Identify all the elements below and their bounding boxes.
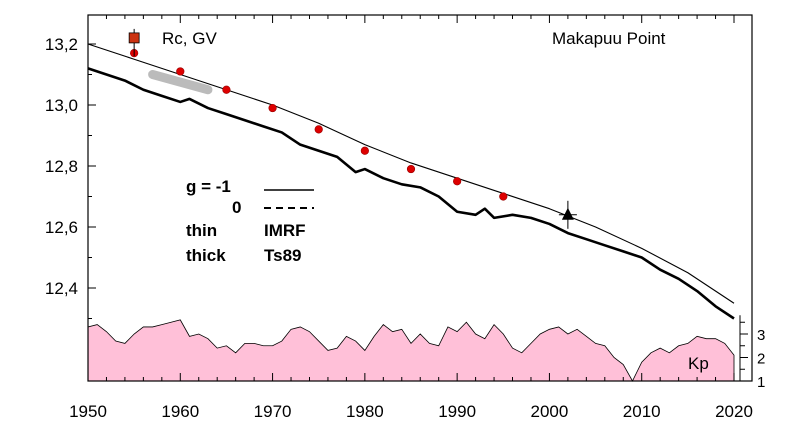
- legend-ts89: Ts89: [264, 246, 302, 265]
- rc-point: [453, 177, 462, 186]
- series-layer: [87, 43, 735, 320]
- legend-thick: thick: [186, 246, 226, 265]
- chart-title: Makapuu Point: [552, 29, 666, 48]
- x-tick-label: 1950: [69, 402, 107, 421]
- rc-point: [499, 192, 508, 201]
- kp-tick-label: 3: [757, 327, 765, 344]
- kp-tick-label: 2: [757, 351, 765, 368]
- x-tick-label: 2020: [715, 402, 753, 421]
- x-tick-label: 1970: [254, 402, 292, 421]
- rc-point: [360, 146, 369, 155]
- square-marker: [128, 32, 140, 44]
- rc-point: [176, 67, 185, 76]
- legend-imrf: IMRF: [264, 221, 306, 240]
- kp-label: Kp: [688, 354, 709, 373]
- kp-area-layer: [87, 319, 735, 382]
- x-tick-label: 1990: [438, 402, 476, 421]
- marker-layer: [128, 28, 577, 229]
- rc-point: [268, 103, 277, 113]
- rc-point: [222, 85, 231, 94]
- plot-frame: [87, 14, 753, 382]
- gray-band: [148, 70, 213, 95]
- kp-area: [87, 319, 735, 382]
- y-tick-label: 12,6: [45, 218, 78, 237]
- ts89-line: [87, 67, 735, 320]
- legend-g-minus1: g = -1: [186, 177, 231, 196]
- y-tick-label: 12,4: [45, 279, 78, 298]
- x-tick-label: 1980: [346, 402, 384, 421]
- imrf-line: [87, 43, 735, 304]
- y-tick-label: 13,2: [45, 35, 78, 54]
- y-axis-label: Rc, GV: [162, 29, 217, 48]
- x-tick-label: 1960: [161, 402, 199, 421]
- legend-g-zero: 0: [232, 198, 241, 217]
- rc-point: [314, 125, 323, 134]
- y-tick-label: 13,0: [45, 96, 78, 115]
- kp-tick-label: 1: [757, 374, 765, 391]
- triangle-marker: [561, 207, 574, 220]
- x-tick-label: 2000: [531, 402, 569, 421]
- axes-layer: 1950 1960 1970 1980 1990 2000 2010 2020 12,4 12,6…: [45, 14, 765, 421]
- rc-point: [406, 164, 416, 174]
- y-tick-label: 12,8: [45, 157, 78, 176]
- x-tick-label: 2010: [623, 402, 661, 421]
- legend-thin: thin: [186, 221, 217, 240]
